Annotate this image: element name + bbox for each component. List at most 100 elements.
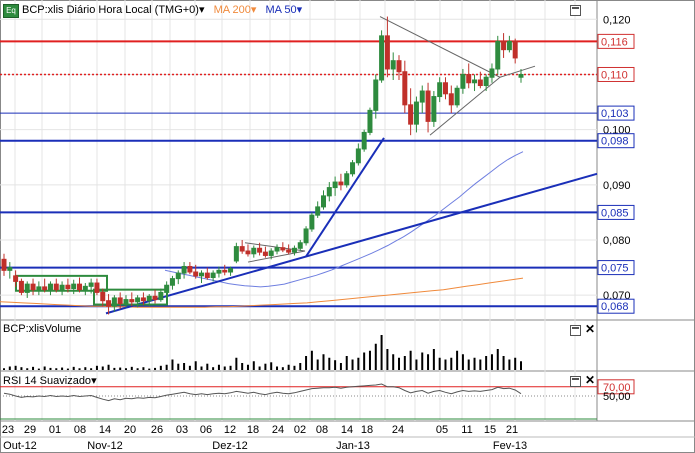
candle-body: [338, 181, 344, 186]
ma200-dropdown-icon[interactable]: ▾: [250, 4, 257, 16]
volume-bar: [299, 363, 302, 370]
price-tag-box: [597, 105, 635, 121]
rsi-minimize-icon[interactable]: [570, 376, 581, 387]
candle-body: [13, 275, 19, 282]
candle-body: [18, 280, 24, 293]
volume-bar: [177, 363, 180, 370]
volume-bar: [212, 367, 215, 370]
candle-body: [53, 283, 59, 291]
price-tag-box: [597, 204, 635, 220]
candle: [82, 283, 88, 296]
title-dropdown-icon[interactable]: ▾: [198, 4, 205, 16]
x-day-label: 05: [436, 424, 448, 436]
candle: [332, 176, 338, 196]
candle-body: [123, 299, 129, 304]
candle: [65, 278, 71, 293]
ma200-legend[interactable]: MA 200: [213, 4, 251, 16]
candle-body: [448, 93, 454, 106]
volume-bar: [328, 357, 331, 370]
candle-body: [315, 206, 321, 216]
price-tag-box: [597, 33, 635, 49]
x-day-label: 18: [247, 424, 259, 436]
candle: [169, 275, 175, 290]
volume-bar: [351, 359, 354, 370]
volume-bar: [32, 366, 35, 370]
chart-title[interactable]: BCP:xlis Diário Hora Local (TMG+0): [22, 4, 199, 16]
candle: [448, 85, 454, 114]
volume-bar: [223, 366, 226, 370]
candle-body: [187, 265, 193, 273]
candle: [262, 246, 268, 258]
volume-bar: [432, 349, 435, 370]
volume-bar: [281, 367, 284, 370]
volume-bar: [119, 367, 122, 370]
volume-bar: [473, 357, 476, 370]
volume-close-icon[interactable]: ✕: [585, 322, 596, 336]
rsi-level-label: 50,00: [603, 391, 631, 403]
ma50-legend[interactable]: MA 50: [265, 4, 297, 16]
price-tag-label: 0,085: [601, 207, 629, 219]
main-minimize-icon[interactable]: [570, 5, 581, 16]
candle-body: [466, 73, 472, 84]
volume-bar: [357, 357, 360, 370]
candle: [315, 201, 321, 218]
price-tick-label: 0,120: [603, 14, 631, 26]
candle: [59, 281, 65, 296]
volume-title[interactable]: BCP:xlisVolume: [3, 323, 82, 335]
candle-body: [117, 297, 123, 304]
chart-legend: BCP:xlis Diário Hora Local (TMG+0)▾ MA 2…: [22, 3, 302, 16]
volume-bar: [84, 367, 87, 370]
volume-bar: [485, 356, 488, 370]
x-day-label: 06: [200, 424, 212, 436]
candle: [303, 226, 309, 246]
ma50-dropdown-icon[interactable]: ▾: [296, 4, 303, 16]
candle-body: [442, 82, 448, 95]
volume-bar: [90, 368, 93, 370]
candle: [373, 74, 379, 119]
candle: [274, 244, 280, 255]
candle-body: [152, 295, 158, 301]
candle-body: [477, 79, 483, 87]
candle: [350, 160, 356, 177]
price-tick-label: 0,090: [603, 180, 631, 192]
candle: [129, 292, 135, 307]
candle-body: [30, 283, 36, 291]
candle-body: [129, 299, 135, 303]
candle: [77, 277, 83, 293]
x-day-label: 24: [272, 424, 284, 436]
volume-bar: [316, 359, 319, 370]
candle-body: [233, 246, 239, 262]
candle: [268, 248, 274, 260]
x-month-label: Out-12: [3, 440, 37, 452]
volume-bar: [293, 365, 296, 370]
long-trendline: [105, 172, 598, 315]
candle: [286, 244, 292, 255]
candle: [7, 262, 13, 279]
volume-bar: [95, 365, 98, 370]
volume-bar: [305, 356, 308, 370]
price-tag-label: 0,075: [601, 263, 629, 275]
rsi-dropdown-icon[interactable]: ▾: [91, 375, 97, 387]
rsi-close-icon[interactable]: ✕: [585, 373, 596, 387]
candle: [106, 294, 112, 315]
candle: [396, 55, 402, 80]
candle: [338, 173, 344, 191]
candle-body: [402, 71, 408, 106]
volume-bar: [130, 366, 133, 370]
volume-bar: [514, 357, 517, 370]
candle-body: [193, 271, 199, 277]
candle: [1, 253, 7, 276]
volume-bar: [206, 363, 209, 370]
volume-minimize-icon[interactable]: [570, 325, 581, 336]
rsi-title[interactable]: RSI 14 Suavizado: [3, 375, 92, 387]
volume-bar: [374, 343, 377, 370]
candle: [164, 281, 170, 296]
candle: [355, 143, 361, 166]
price-tag-label: 0,068: [601, 301, 629, 313]
equity-badge[interactable]: Eq: [3, 4, 19, 18]
rsi-line: [3, 383, 522, 402]
candle-body: [431, 96, 437, 122]
volume-bar: [438, 357, 441, 370]
